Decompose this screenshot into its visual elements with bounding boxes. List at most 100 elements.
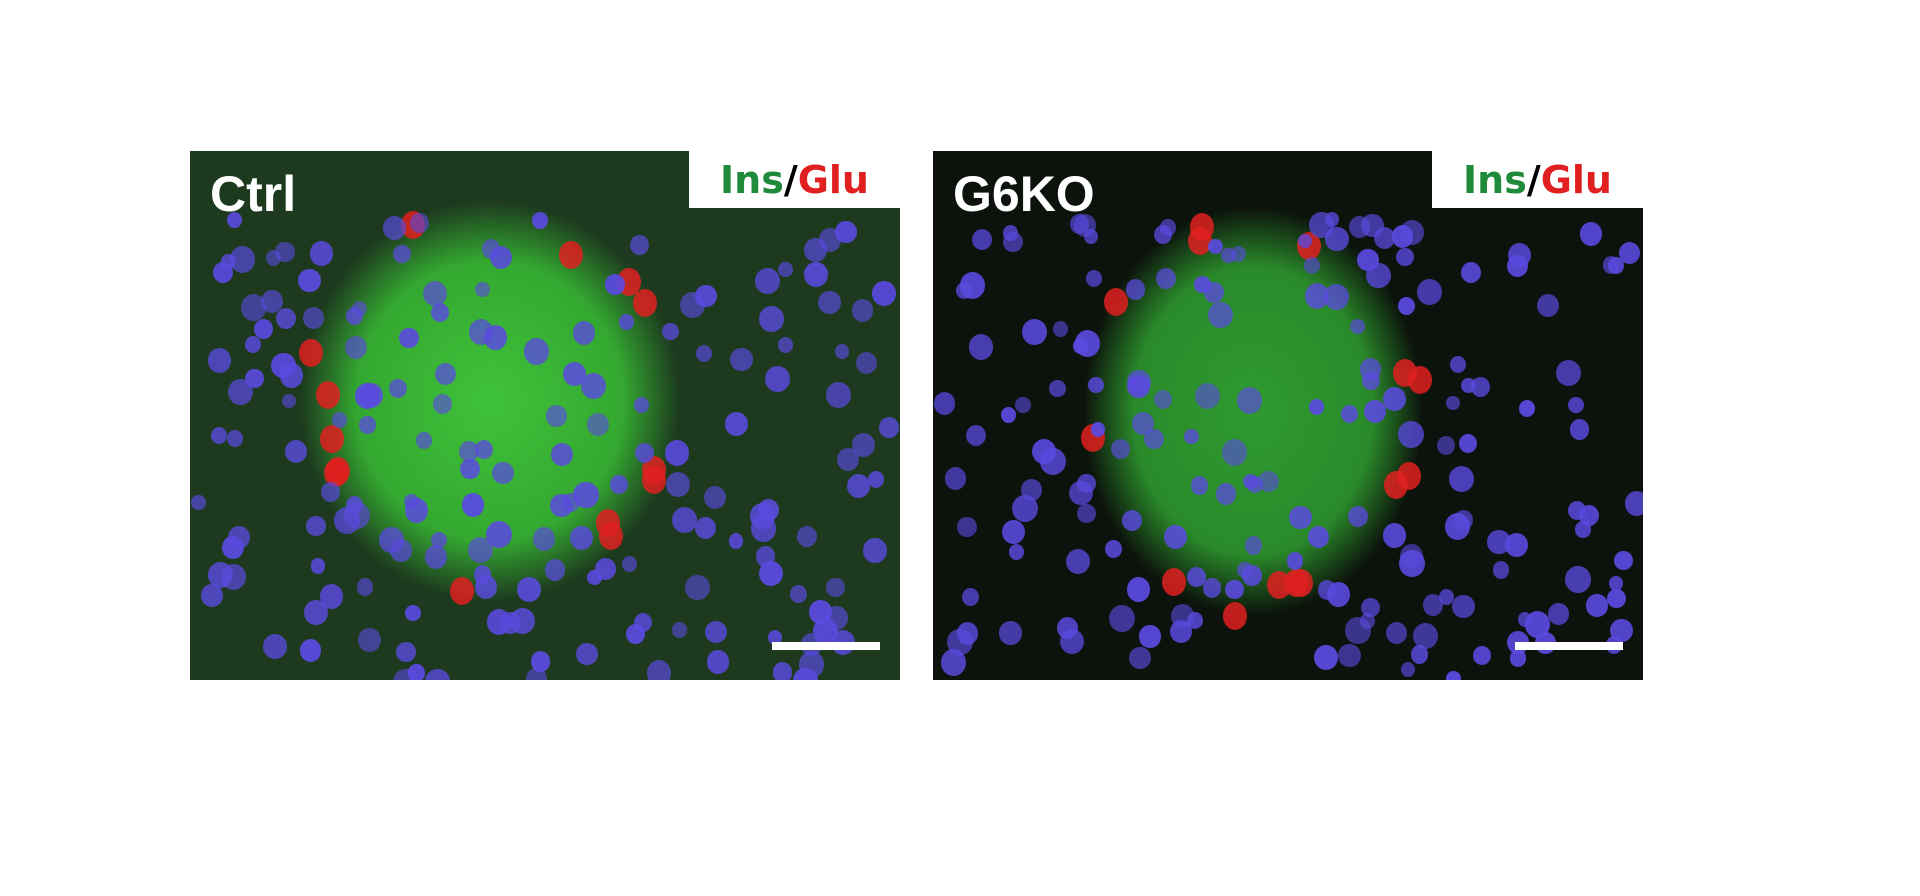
nucleus bbox=[1416, 278, 1443, 306]
nucleus bbox=[646, 660, 672, 680]
nucleus bbox=[724, 411, 749, 437]
nucleus bbox=[404, 493, 420, 510]
nucleus bbox=[1056, 616, 1079, 639]
nucleus bbox=[1086, 269, 1103, 287]
nucleus bbox=[359, 416, 376, 434]
nucleus bbox=[671, 507, 697, 534]
nucleus bbox=[523, 338, 550, 366]
nucleus bbox=[526, 668, 548, 680]
nucleus bbox=[1048, 379, 1066, 398]
nucleus bbox=[474, 575, 497, 599]
nucleus bbox=[1437, 436, 1456, 456]
nucleus bbox=[1154, 225, 1173, 245]
glucagon-cell bbox=[1408, 366, 1433, 395]
nucleus bbox=[425, 669, 450, 680]
nucleus bbox=[551, 443, 573, 466]
nucleus bbox=[1022, 319, 1048, 346]
nucleus bbox=[253, 318, 273, 339]
nucleus bbox=[263, 633, 287, 659]
nucleus bbox=[191, 494, 206, 511]
nucleus bbox=[1472, 645, 1491, 665]
nucleus bbox=[458, 440, 479, 463]
nucleus bbox=[532, 212, 548, 229]
nucleus bbox=[696, 344, 713, 363]
nucleus bbox=[430, 531, 447, 549]
nucleus bbox=[1350, 318, 1365, 334]
nucleus bbox=[1556, 360, 1582, 387]
nucleus bbox=[1258, 470, 1279, 493]
nucleus bbox=[1364, 400, 1387, 424]
nucleus bbox=[210, 427, 228, 445]
nucleus bbox=[1053, 320, 1069, 337]
nucleus bbox=[510, 607, 536, 635]
nucleus bbox=[1108, 604, 1135, 632]
nucleus bbox=[679, 291, 706, 319]
nucleus bbox=[1203, 282, 1224, 304]
nucleus bbox=[1450, 356, 1467, 373]
nucleus bbox=[804, 262, 828, 287]
nucleus bbox=[319, 584, 344, 609]
nucleus bbox=[569, 525, 594, 551]
glucagon-cell bbox=[641, 466, 666, 495]
nucleus bbox=[284, 439, 307, 463]
nucleus bbox=[955, 281, 973, 300]
nucleus bbox=[303, 307, 324, 329]
nucleus bbox=[879, 416, 900, 438]
nucleus bbox=[460, 458, 480, 480]
glucagon-cell bbox=[1161, 568, 1186, 597]
nucleus bbox=[605, 274, 625, 295]
glucagon-cell bbox=[1103, 288, 1128, 317]
nucleus bbox=[1361, 213, 1384, 238]
nucleus bbox=[1386, 622, 1408, 645]
nucleus bbox=[705, 620, 727, 644]
nucleus bbox=[1021, 479, 1042, 501]
condition-label: Ctrl bbox=[210, 166, 297, 222]
condition-label: G6KO bbox=[953, 166, 1095, 222]
nucleus bbox=[474, 281, 490, 298]
nucleus bbox=[852, 432, 876, 458]
nucleus bbox=[1110, 439, 1130, 460]
nucleus bbox=[332, 412, 348, 429]
nucleus bbox=[1536, 293, 1560, 318]
nucleus bbox=[227, 429, 243, 447]
nucleus bbox=[408, 664, 425, 680]
nucleus bbox=[1410, 644, 1429, 664]
nucleus bbox=[1507, 243, 1531, 268]
nucleus bbox=[1325, 226, 1349, 251]
nucleus bbox=[275, 307, 296, 329]
nucleus bbox=[1609, 576, 1624, 591]
nucleus bbox=[633, 613, 652, 633]
nucleus bbox=[944, 467, 967, 490]
nucleus bbox=[1065, 548, 1091, 575]
nucleus bbox=[1221, 438, 1248, 466]
nucleus bbox=[825, 577, 845, 598]
nucleus bbox=[1131, 411, 1154, 436]
nucleus bbox=[685, 574, 710, 600]
nucleus bbox=[201, 584, 223, 608]
nucleus bbox=[1243, 474, 1258, 490]
nucleus bbox=[587, 413, 609, 436]
nucleus bbox=[1624, 490, 1643, 516]
nucleus bbox=[1202, 578, 1221, 598]
nucleus bbox=[271, 352, 296, 379]
nucleus bbox=[299, 638, 322, 662]
nucleus bbox=[1125, 279, 1146, 300]
nucleus bbox=[759, 306, 784, 333]
nucleus bbox=[1171, 604, 1194, 629]
nucleus bbox=[359, 383, 384, 409]
glucagon-cell bbox=[299, 338, 324, 367]
nucleus bbox=[1069, 480, 1093, 506]
nucleus bbox=[662, 322, 679, 341]
nucleus bbox=[1164, 525, 1188, 550]
glucagon-cell bbox=[449, 576, 474, 605]
nucleus bbox=[1445, 395, 1460, 411]
nucleus bbox=[431, 303, 450, 323]
nucleus bbox=[1289, 505, 1313, 530]
nucleus bbox=[1400, 662, 1416, 678]
nucleus bbox=[1422, 594, 1444, 617]
nucleus bbox=[868, 471, 885, 489]
nucleus bbox=[1221, 247, 1237, 264]
nucleus bbox=[1324, 283, 1349, 310]
nucleus bbox=[759, 560, 783, 586]
nucleus bbox=[298, 268, 321, 293]
